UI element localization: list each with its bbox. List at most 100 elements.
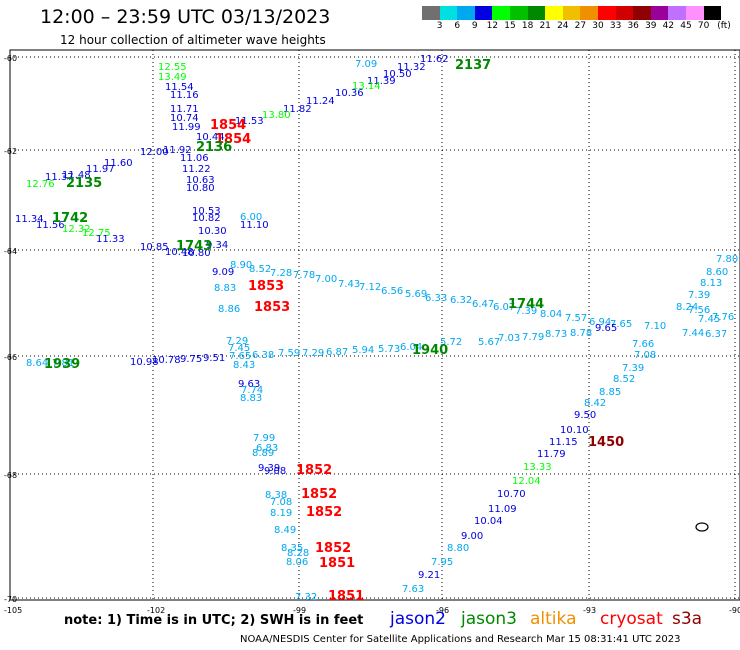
wave-height-value: 7.63: [402, 584, 424, 595]
wave-height-value: 6.00: [240, 212, 262, 223]
pass-time-label: 1939: [44, 357, 80, 372]
wave-height-value: 13.80: [262, 110, 291, 121]
wave-height-value: 7.12: [359, 282, 381, 293]
colorbar-swatch: [562, 6, 581, 20]
island-outline: [695, 522, 709, 532]
wave-height-value: 8.80: [447, 543, 469, 554]
pass-time-label: 1744: [508, 297, 544, 312]
wave-height-value: 11.99: [172, 122, 201, 133]
colorbar-swatch: [668, 6, 686, 20]
wave-height-value: 11.82: [283, 104, 312, 115]
wave-height-value: 7.28: [270, 268, 292, 279]
pass-time-label: 2135: [66, 176, 102, 191]
wave-height-value: 8.04: [540, 309, 562, 320]
colorbar-swatch: [615, 6, 634, 20]
wave-height-value: 7.43: [338, 279, 360, 290]
wave-height-value: 8.83: [214, 283, 236, 294]
wave-height-value: 6.04: [400, 342, 422, 353]
wave-height-value: 7.59: [278, 348, 300, 359]
wave-height-value: 8.49: [274, 525, 296, 536]
colorbar-tick-label: 36: [627, 21, 639, 31]
wave-height-value: 5.69: [405, 289, 427, 300]
wave-height-value: 9.51: [203, 353, 225, 364]
wave-height-value: 11.24: [306, 96, 335, 107]
map-title: 12:00 – 23:59 UTC 03/13/2023: [40, 6, 331, 28]
colorbar-tick-label: 45: [680, 21, 692, 31]
wave-height-value: 9.09: [212, 267, 234, 278]
wave-height-value: 7.09: [355, 59, 377, 70]
wave-height-value: 8.06: [286, 557, 308, 568]
colorbar-swatch: [650, 6, 669, 20]
wave-height-value: 7.45: [698, 314, 720, 325]
wave-height-value: 12.55: [158, 62, 187, 73]
colorbar-tick-label: 18: [521, 21, 534, 31]
wave-height-value: 11.97: [86, 164, 115, 175]
colorbar-swatch: [527, 6, 546, 20]
wave-height-value: 6.37: [705, 329, 727, 340]
wave-height-value: 7.29: [302, 348, 324, 359]
legend-cryosat: cryosat: [600, 609, 663, 629]
wave-height-value: 6.83: [256, 443, 278, 454]
longitude-label: -93: [583, 606, 596, 615]
wave-height-value: 10.53: [192, 206, 221, 217]
wave-height-value: 6.47: [472, 299, 494, 310]
pass-time-label: 1852: [306, 505, 342, 520]
pass-time-label: 1852: [301, 487, 337, 502]
wave-height-value: 11.92: [163, 145, 192, 156]
wave-height-value: 9.63: [238, 379, 260, 390]
wave-height-value: 13.49: [158, 72, 187, 83]
wave-height-value: 6.38: [252, 350, 274, 361]
latitude-label: -60: [4, 54, 17, 63]
wave-height-value: 12.75: [82, 228, 111, 239]
wave-height-value: 8.64: [26, 358, 48, 369]
pass-time-label: 1854: [215, 132, 251, 147]
wave-height-value: 10.74: [170, 113, 199, 124]
wave-height-value: 8.43: [233, 360, 255, 371]
wave-height-value: 11.56: [36, 220, 65, 231]
wave-height-value: 8.13: [700, 278, 722, 289]
wave-height-value: 7.81: [52, 358, 74, 369]
colorbar-swatch: [598, 6, 616, 20]
wave-height-value: 10.50: [383, 69, 412, 80]
wave-height-value: 7.00: [315, 274, 337, 285]
wave-height-value: 8.73: [545, 329, 567, 340]
wave-height-value: 10.10: [560, 425, 589, 436]
colorbar-swatch: [633, 6, 651, 20]
wave-height-value: 8.85: [599, 387, 621, 398]
wave-height-value: 7.56: [688, 305, 710, 316]
wave-height-value: 11.32: [397, 62, 426, 73]
colorbar-unit: (ft): [717, 21, 731, 31]
latitude-label: -70: [4, 595, 17, 604]
wave-height-value: 8.83: [240, 393, 262, 404]
wave-height-value: 7.29: [226, 336, 248, 347]
wave-height-value: 10.82: [192, 213, 221, 224]
footnote: note: 1) Time is in UTC; 2) SWH is in fe…: [64, 613, 364, 628]
pass-time-label: 1940: [412, 343, 448, 358]
pass-time-label: 1852: [315, 541, 351, 556]
wave-height-value: 9.34: [206, 240, 228, 251]
colorbar-tick-label: 70: [697, 21, 710, 31]
legend-altika: altika: [530, 609, 577, 629]
wave-height-value: 8.52: [613, 374, 635, 385]
colorbar-swatch: [492, 6, 510, 20]
wave-height-value: 9.65: [595, 323, 617, 334]
wave-height-value: 10.48: [165, 247, 194, 258]
wave-height-value: 6.33: [425, 293, 447, 304]
wave-height-value: 7.03: [498, 333, 520, 344]
wave-height-value: 13.33: [523, 462, 552, 473]
wave-height-value: 5.67: [478, 337, 500, 348]
latitude-label: -62: [4, 147, 17, 156]
wave-height-value: 7.08: [270, 497, 292, 508]
wave-height-value: 7.65: [229, 351, 251, 362]
legend-s3a: s3a: [672, 609, 703, 629]
wave-height-value: 7.76: [712, 312, 734, 323]
pass-time-label: 1851: [328, 589, 364, 604]
wave-height-value: 5.94: [352, 345, 374, 356]
colorbar-tick-label: 33: [609, 21, 622, 31]
longitude-label: -102: [147, 606, 165, 615]
wave-height-value: 9.50: [574, 410, 596, 421]
wave-height-value: 6.87: [326, 347, 348, 358]
latitude-label: -64: [4, 247, 17, 256]
wave-height-value: 8.86: [218, 304, 240, 315]
